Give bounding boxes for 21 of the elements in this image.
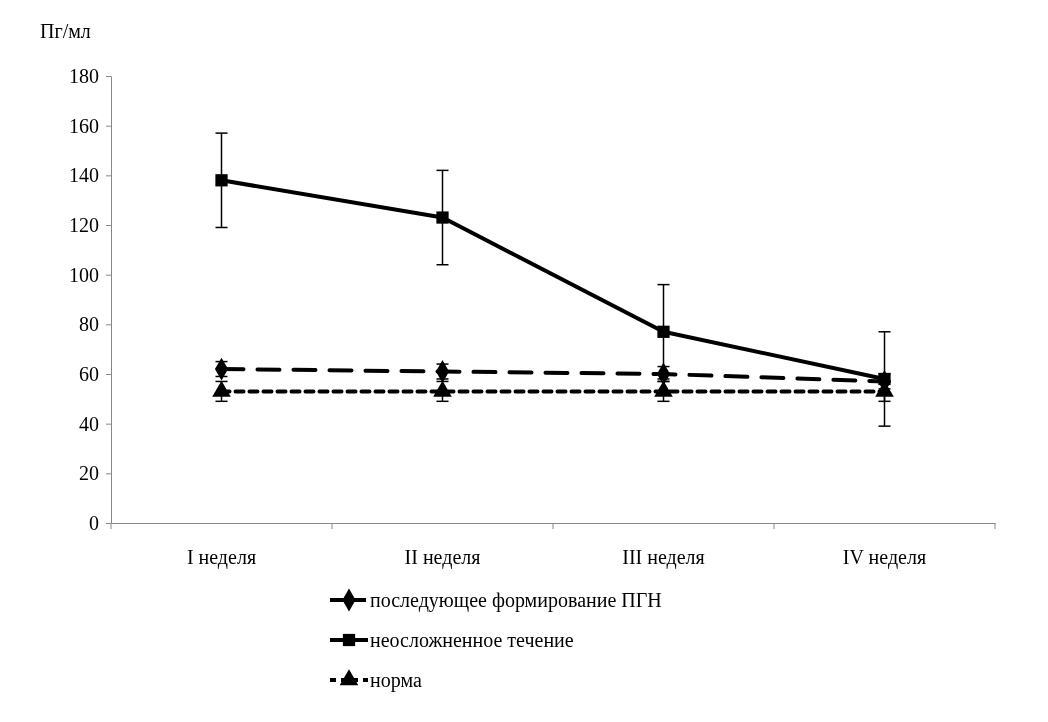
y-tick-label: 20 — [79, 462, 99, 485]
y-tick-label: 120 — [69, 213, 99, 236]
point — [436, 211, 449, 224]
point — [657, 325, 670, 338]
y-tick-label: 180 — [69, 64, 99, 87]
y-tick-label: 80 — [79, 313, 99, 336]
y-tick-label: 160 — [69, 114, 99, 137]
x-tick-label: I неделя — [186, 546, 257, 569]
x-tick-label: II неделя — [404, 546, 481, 569]
point — [215, 174, 228, 187]
y-tick-label: 40 — [79, 412, 99, 435]
legend-label: последующее формирование ПГН — [370, 589, 662, 612]
y-tick-label: 60 — [79, 362, 99, 385]
legend-label: норма — [370, 669, 422, 692]
y-axis-title: Пг/мл — [40, 20, 91, 42]
y-tick-label: 0 — [89, 511, 99, 534]
y-tick-label: 140 — [69, 164, 99, 187]
x-tick-label: IV неделя — [842, 546, 927, 569]
x-tick-label: III неделя — [622, 546, 705, 569]
legend-label: неосложненное течение — [370, 629, 574, 651]
y-tick-label: 100 — [69, 263, 99, 286]
